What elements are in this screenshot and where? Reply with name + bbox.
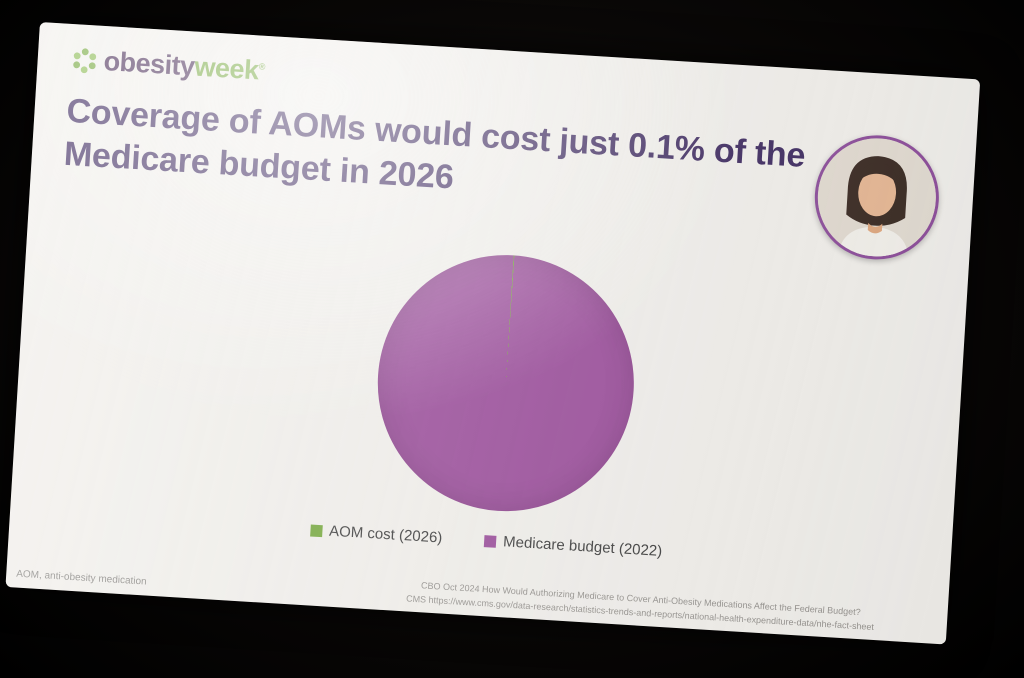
- logo-text-obesity: obesity: [102, 45, 196, 82]
- obesityweek-logo: obesityweek®: [69, 44, 266, 87]
- slide-title: Coverage of AOMs would cost just 0.1% of…: [62, 91, 807, 197]
- presenter-avatar: [811, 131, 943, 264]
- abbreviation-footnote: AOM, anti-obesity medication: [15, 568, 147, 588]
- logo-text-week: week: [193, 51, 260, 86]
- pie-chart: [370, 247, 642, 519]
- obesityweek-logo-text: obesityweek®: [103, 46, 266, 87]
- chart-area: AOM cost (2026) Medicare budget (2022): [10, 226, 968, 578]
- legend-swatch-medicare-budget: [483, 534, 497, 548]
- legend-label-aom-cost: AOM cost (2026): [328, 522, 443, 547]
- legend-swatch-aom-cost: [309, 523, 323, 537]
- presentation-slide: obesityweek® Coverage of AOMs would cost…: [5, 22, 981, 645]
- chart-legend: AOM cost (2026) Medicare budget (2022): [309, 521, 663, 560]
- logo-registered-mark: ®: [258, 61, 266, 72]
- legend-item-aom-cost: AOM cost (2026): [309, 521, 443, 547]
- legend-label-medicare-budget: Medicare budget (2022): [502, 533, 663, 560]
- legend-item-medicare-budget: Medicare budget (2022): [483, 532, 663, 560]
- obesityweek-logo-icon: [73, 47, 97, 73]
- source-citations: CBO Oct 2024 How Would Authorizing Medic…: [345, 575, 936, 639]
- presenter-photo: [814, 134, 940, 260]
